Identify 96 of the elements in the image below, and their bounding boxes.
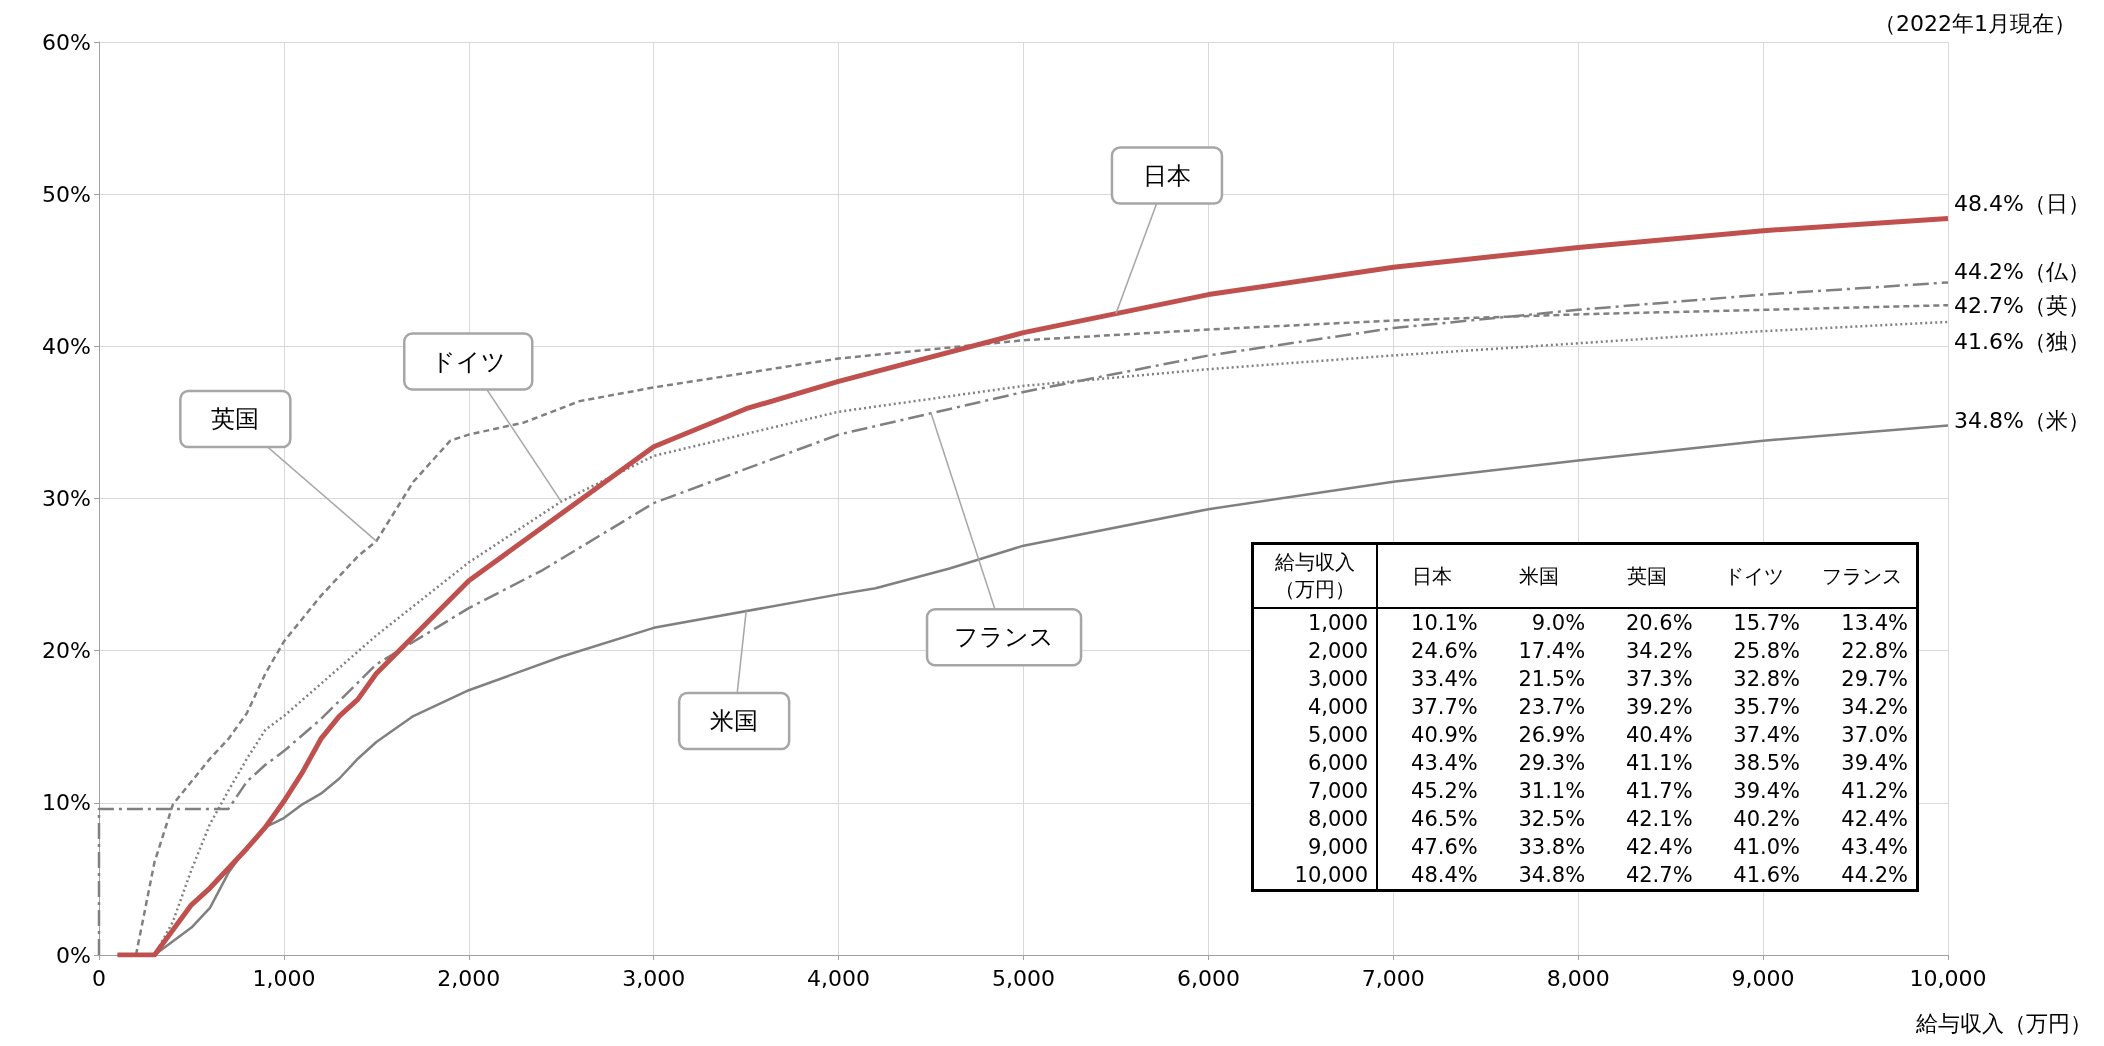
x-tick-label: ドイツ [1723,562,1786,590]
x-tick-label: 4,000 [807,965,871,991]
y-axis-title: 給与収入（万円） [1252,543,1377,608]
y-tick-label: 5,000 [1252,721,1377,749]
data-label: 47.6% [1410,834,1479,861]
data-label: 38.5% [1732,750,1802,777]
y-tick-label: 4,000 [1252,693,1377,721]
x-tick-label: 3,000 [622,965,686,991]
data-label: 33.4% [1410,666,1479,693]
data-label: 40.2% [1732,806,1802,833]
data-label: 29.7% [1840,666,1909,693]
data-label: 34.8% [1517,862,1587,889]
data-label: 26.9% [1517,722,1587,749]
data-label: 44.2% [1840,862,1909,889]
data-label: 39.4% [1840,750,1909,777]
x-tick-label: 7,000 [1361,965,1425,991]
annotation: 42.7%（英） [1954,292,2090,318]
text: （2022年1月現在） [1874,10,2077,36]
x-tick-label: 1,000 [252,965,316,991]
data-label: 45.2% [1410,778,1479,805]
x-tick-label: 0 [92,965,106,991]
data-label: 29.3% [1517,750,1587,777]
y-tick-label: 10,000 [1252,861,1377,891]
y-tick-label: 9,000 [1252,833,1377,861]
x-tick-label: 10,000 [1909,965,1987,991]
y-tick-label: 20% [42,638,91,664]
data-label: 42.4% [1624,834,1694,861]
x-tick-label: 米国 [1518,562,1561,590]
y-tick-label: 40% [42,333,91,359]
data-label: 34.2% [1624,638,1694,665]
data-label: 13.4% [1840,610,1909,637]
x-tick-label: フランス [1821,562,1903,590]
annotation: 34.8%（米） [1954,407,2090,433]
data-label: 24.6% [1410,638,1479,665]
data-label: 39.2% [1624,694,1694,721]
data-label: 41.6% [1732,862,1802,889]
annotation: 日本 [1142,161,1191,190]
data-label: 42.4% [1840,806,1909,833]
data-label: 20.6% [1624,610,1694,637]
y-tick-label: 1,000 [1252,608,1377,637]
annotation: フランス [954,623,1055,652]
data-label: 22.8% [1840,638,1909,665]
data-label: 39.4% [1732,778,1802,805]
data-label: 42.1% [1624,806,1694,833]
annotation: 米国 [710,707,759,736]
data-label: 40.9% [1410,722,1479,749]
data-label: 34.2% [1840,694,1909,721]
data-label: 37.3% [1624,666,1694,693]
x-tick-label: 5,000 [992,965,1055,991]
data-label: 15.7% [1732,610,1802,637]
data-label: 10.1% [1410,610,1479,637]
y-tick-label: 6,000 [1252,749,1377,777]
y-tick-label: 2,000 [1252,637,1377,665]
y-tick-label: 8,000 [1252,805,1377,833]
data-label: 41.7% [1624,778,1694,805]
data-label: 42.7% [1624,862,1694,889]
data-label: 46.5% [1410,806,1479,833]
data-label: 37.0% [1840,722,1909,749]
annotation: 48.4%（日） [1954,191,2090,217]
annotation: ドイツ [430,347,506,376]
data-label: 32.5% [1517,806,1587,833]
x-tick-label: 9,000 [1731,965,1795,991]
annotation: 44.2%（仏） [1954,258,2090,284]
data-label: 43.4% [1410,750,1479,777]
data-label: 41.2% [1840,778,1909,805]
y-tick-label: 3,000 [1252,665,1377,693]
y-tick-label: 30% [42,486,91,511]
x-tick-label: 日本 [1410,562,1453,590]
data-label: 33.8% [1517,834,1587,861]
data-label: 35.7% [1732,694,1802,721]
x-tick-label: 8,000 [1546,965,1610,991]
y-tick-label: 7,000 [1252,777,1377,805]
data-label: 31.1% [1517,778,1587,805]
data-label: 17.4% [1517,638,1587,665]
annotation: 41.6%（独） [1954,329,2090,355]
x-axis-title: 給与収入（万円） [1915,1010,2092,1036]
data-label: 41.1% [1624,750,1694,777]
data-label: 37.7% [1410,694,1479,721]
data-label: 40.4% [1624,722,1694,749]
data-label: 43.4% [1840,834,1909,861]
x-tick-label: 6,000 [1176,965,1240,991]
x-tick-label: 2,000 [437,965,501,991]
data-label: 21.5% [1517,666,1587,693]
y-tick-label: 0% [56,942,91,968]
y-tick-label: 60% [42,29,91,55]
annotation: 英国 [211,405,260,434]
data-label: 9.0% [1530,610,1587,637]
y-tick-label: 50% [42,181,91,207]
data-label: 25.8% [1732,638,1802,665]
y-tick-label: 10% [42,790,91,816]
data-label: 48.4% [1410,862,1479,889]
x-tick-label: 英国 [1625,562,1668,590]
data-label: 37.4% [1732,722,1802,749]
data-label: 32.8% [1732,666,1802,693]
data-label: 23.7% [1517,694,1587,721]
data-label: 41.0% [1732,834,1802,861]
